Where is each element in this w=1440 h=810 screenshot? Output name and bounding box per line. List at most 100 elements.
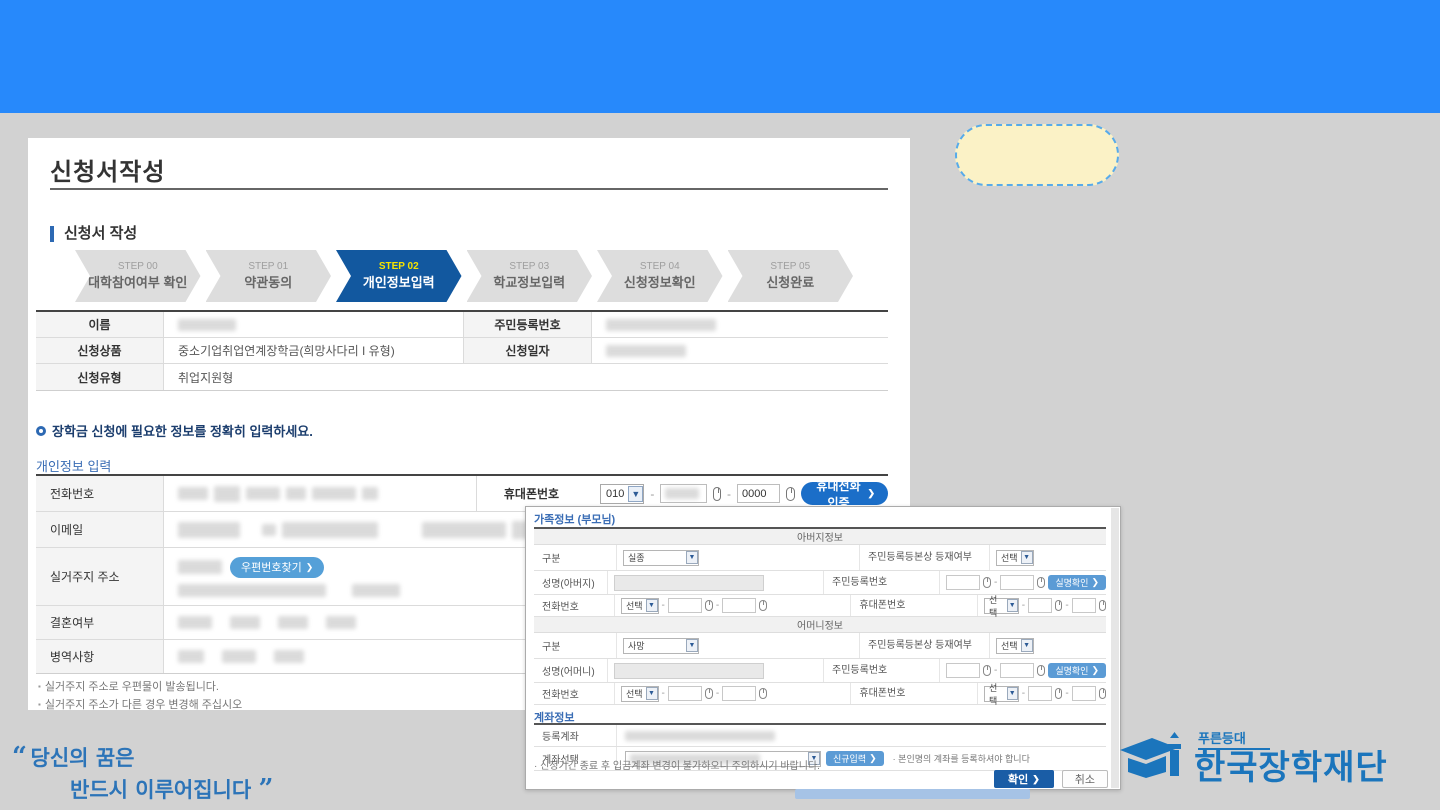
date-value [592,338,888,363]
mother-phone-last-input[interactable] [722,686,757,701]
application-panel: 신청서작성 신청서 작성 STEP 00 대학참여여부 확인 STEP 01 약… [28,138,910,711]
table-row: 등록계좌 [534,725,1106,747]
blurred-value [422,521,506,538]
kosaf-logo: 푸른등대 한국장학재단 [1118,728,1388,786]
chevron-down-icon: ▼ [628,485,644,502]
mobile-last-input[interactable]: 0000 [737,484,781,503]
mother-rrn-front-input[interactable] [945,663,980,678]
confirm-button[interactable]: 확인 ❯ [993,770,1054,788]
input-notice: 장학금 신청에 필요한 정보를 정확히 입력하세요. [36,421,313,440]
notice-bullet-icon [36,425,46,436]
personal-info-table: 전화번호 휴대폰번호 010 ▼ - - 0000 [36,474,889,674]
virtual-keypad-icon[interactable] [759,600,768,611]
virtual-keypad-icon[interactable] [982,665,991,676]
slogan: “ 당신의 꿈은 반드시 이루어집니다 ” [12,742,274,804]
mobile-middle-input[interactable] [660,484,707,503]
virtual-keypad-icon[interactable] [1037,577,1046,588]
top-navigation-bar [0,0,1440,113]
mother-mobile-last-input[interactable] [1071,686,1096,701]
virtual-keypad-icon[interactable] [704,600,713,611]
virtual-keypad-icon[interactable] [759,688,768,699]
family-info-popup: 가족정보 (부모님) 아버지정보 구분 실종 ▼ 주민등록등본상 등재여부 선택 ▼… [525,506,1121,790]
mobile-prefix-select[interactable]: 010 ▼ [600,483,645,504]
father-mobile-mid-input[interactable] [1028,598,1052,613]
mother-registry-select[interactable]: 선택 ▼ [996,637,1034,654]
chevron-right-icon: ❯ [869,753,877,763]
father-mobile-last-input[interactable] [1071,598,1096,613]
mobile-verify-button[interactable]: 휴대전화인증 ❯ [800,479,889,510]
table-row: 이름 주민등록번호 [36,312,888,338]
section-heading: 신청서 작성 [50,226,137,242]
father-phone-last-input[interactable] [722,598,757,613]
blurred-value [630,753,760,764]
notice-text: 장학금 신청에 필요한 정보를 정확히 입력하세요. [52,424,313,439]
father-status-select[interactable]: 실종 ▼ [623,549,699,566]
blurred-value [312,487,356,500]
blurred-value [178,487,208,500]
step-02-active: STEP 02 개인정보입력 [336,250,462,302]
square-bullet-icon: ▪ [38,682,41,691]
cancel-button[interactable]: 취소 [1061,770,1108,788]
father-registry-select[interactable]: 선택 ▼ [996,549,1034,566]
blurred-value [326,616,356,629]
mother-status-select[interactable]: 사망 ▼ [623,637,699,654]
father-phone-prefix-select[interactable]: 선택 ▼ [620,597,659,614]
military-label: 병역사항 [36,640,164,673]
virtual-keypad-icon[interactable] [704,688,713,699]
virtual-keypad-icon[interactable] [982,577,991,588]
popup-vertical-scrollbar[interactable] [1111,508,1119,788]
virtual-keypad-icon[interactable] [1054,688,1063,699]
mobile-label: 휴대폰번호 [476,476,586,511]
table-row: 성명(아버지) 주민등록번호 - 실명확인 ❯ [534,571,1106,595]
product-value: 중소기업취업연계장학금(희망사다리 I 유형) [164,338,464,363]
marriage-label: 결혼여부 [36,606,164,639]
virtual-keypad-icon[interactable] [786,486,795,501]
close-quote: ” [258,774,274,804]
title-divider [50,188,888,190]
page-title: 신청서작성 [50,159,166,186]
virtual-keypad-icon[interactable] [712,486,722,501]
virtual-keypad-icon[interactable] [1098,600,1106,611]
father-rrn-back-input[interactable] [1000,575,1035,590]
square-bullet-icon: ▪ [38,700,41,709]
step-05: STEP 05 신청완료 [728,250,854,302]
chevron-down-icon: ▼ [686,551,698,564]
father-rrn-front-input[interactable] [945,575,980,590]
chevron-down-icon: ▼ [645,599,658,612]
mother-phone-prefix-select[interactable]: 선택 ▼ [620,685,659,702]
chevron-down-icon: ▼ [1020,551,1033,564]
mother-phone-mid-input[interactable] [667,686,702,701]
mother-mobile-mid-input[interactable] [1028,686,1052,701]
blurred-value [214,485,240,502]
military-row: 병역사항 [36,640,888,674]
father-mobile-prefix-select[interactable]: 선택 ▼ [984,595,1019,618]
blurred-value [282,521,378,538]
account-select[interactable]: ▼ [625,750,821,767]
address-value: 우편번호찾기 ❯ [164,548,888,605]
chevron-right-icon: ❯ [1091,665,1099,675]
father-name-input [614,574,765,591]
father-verify-button[interactable]: 실명확인 ❯ [1048,575,1106,590]
virtual-keypad-icon[interactable] [1054,600,1063,611]
step-03: STEP 03 학교정보입력 [467,250,593,302]
open-quote: “ [12,742,27,772]
virtual-keypad-icon[interactable] [1098,688,1106,699]
table-row: 구분 실종 ▼ 주민등록등본상 등재여부 선택 ▼ [534,545,1106,571]
chevron-down-icon: ▼ [808,752,820,765]
new-account-button[interactable]: 신규입력 ❯ [826,751,884,766]
family-info-title: 가족정보 (부모님) [534,514,616,526]
address-notes: ▪ 실거주지 주소로 우편물이 발송됩니다. ▪ 실거주지 주소가 다른 경우 변경… [38,678,242,714]
virtual-keypad-icon[interactable] [1037,665,1046,676]
chevron-right-icon: ❯ [305,561,314,572]
father-phone-mid-input[interactable] [667,598,702,613]
address-label: 실거주지 주소 [36,548,164,605]
mother-verify-button[interactable]: 실명확인 ❯ [1048,663,1106,678]
blurred-value [262,523,276,536]
horizontal-scrollbar[interactable] [795,789,1030,799]
chevron-right-icon: ❯ [1091,577,1099,587]
mother-mobile-prefix-select[interactable]: 선택 ▼ [984,683,1019,706]
mother-rrn-back-input[interactable] [1000,663,1035,678]
zipcode-search-button[interactable]: 우편번호찾기 ❯ [230,556,325,578]
logo-small-text: 푸른등대 [1198,728,1388,750]
note-line: ▪ 실거주지 주소가 다른 경우 변경해 주십시오 [38,699,243,711]
